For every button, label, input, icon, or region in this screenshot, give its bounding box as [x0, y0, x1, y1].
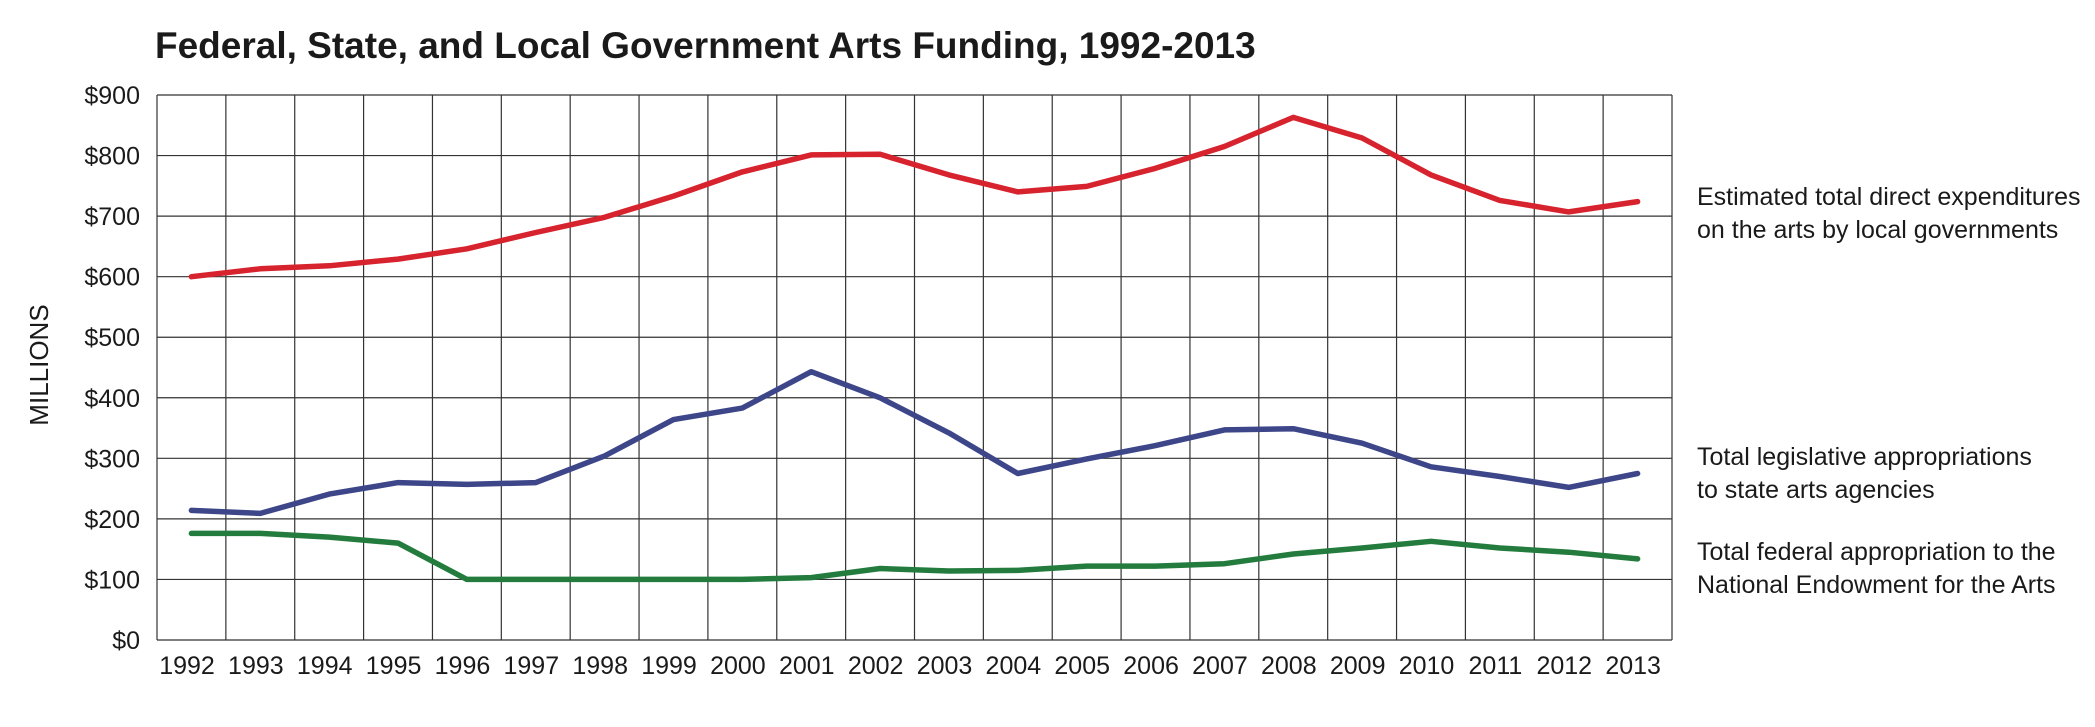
- y-tick-label: $0: [112, 627, 140, 655]
- x-tick-label: 2009: [1330, 652, 1386, 680]
- x-tick-label: 2008: [1261, 652, 1317, 680]
- x-tick-label: 2003: [917, 652, 973, 680]
- y-tick-label: $100: [84, 566, 140, 594]
- x-tick-label: 2011: [1469, 652, 1523, 680]
- series-label: Total legislative appropriations: [1697, 443, 2032, 471]
- x-tick-label: 2006: [1123, 652, 1179, 680]
- series-label: Estimated total direct expenditures: [1697, 183, 2081, 211]
- x-tick-label: 1995: [366, 652, 422, 680]
- series-label: National Endowment for the Arts: [1697, 571, 2056, 599]
- series-lines: [188, 114, 1641, 583]
- x-tick-label: 2007: [1192, 652, 1248, 680]
- x-tick-label: 1992: [159, 652, 215, 680]
- y-tick-label: $300: [84, 445, 140, 473]
- x-tick-label: 2012: [1536, 652, 1592, 680]
- series-line-1: [188, 114, 1641, 280]
- y-tick-label: $200: [84, 506, 140, 534]
- x-tick-label: 2002: [848, 652, 904, 680]
- y-tick-label: $600: [84, 264, 140, 292]
- x-tick-label: 2001: [779, 652, 835, 680]
- chart-title: Federal, State, and Local Government Art…: [155, 25, 1256, 66]
- y-tick-label: $500: [84, 324, 140, 352]
- series-line-3: [188, 530, 1641, 583]
- grid: [156, 94, 1673, 641]
- y-tick-label: $800: [84, 143, 140, 171]
- x-tick-label: 2004: [986, 652, 1042, 680]
- y-tick-label: $900: [84, 82, 140, 110]
- axes: $0 $100 $200 $300 $400 $500 $600 $700 $800 $900 19…: [84, 82, 1661, 680]
- x-tick-label: 1996: [435, 652, 491, 680]
- x-tick-label: 2005: [1054, 652, 1110, 680]
- x-tick-label: 1994: [297, 652, 353, 680]
- series-label: to state arts agencies: [1697, 476, 1935, 504]
- series-label: Total federal appropriation to the: [1697, 538, 2056, 566]
- x-tick-label: 2000: [710, 652, 766, 680]
- x-tick-label: 1993: [228, 652, 284, 680]
- series-labels: Estimated total direct expenditures on th…: [1697, 183, 2081, 599]
- x-tick-label: 1998: [572, 652, 628, 680]
- y-axis-label: MILLIONS: [24, 304, 54, 425]
- y-tick-label: $400: [84, 385, 140, 413]
- x-tick-label: 1999: [641, 652, 697, 680]
- x-tick-label: 2013: [1605, 652, 1661, 680]
- series-line-2: [188, 368, 1641, 517]
- x-tick-label: 1997: [504, 652, 560, 680]
- series-label: on the arts by local governments: [1697, 216, 2058, 244]
- x-tick-label: 2010: [1399, 652, 1455, 680]
- y-tick-label: $700: [84, 203, 140, 231]
